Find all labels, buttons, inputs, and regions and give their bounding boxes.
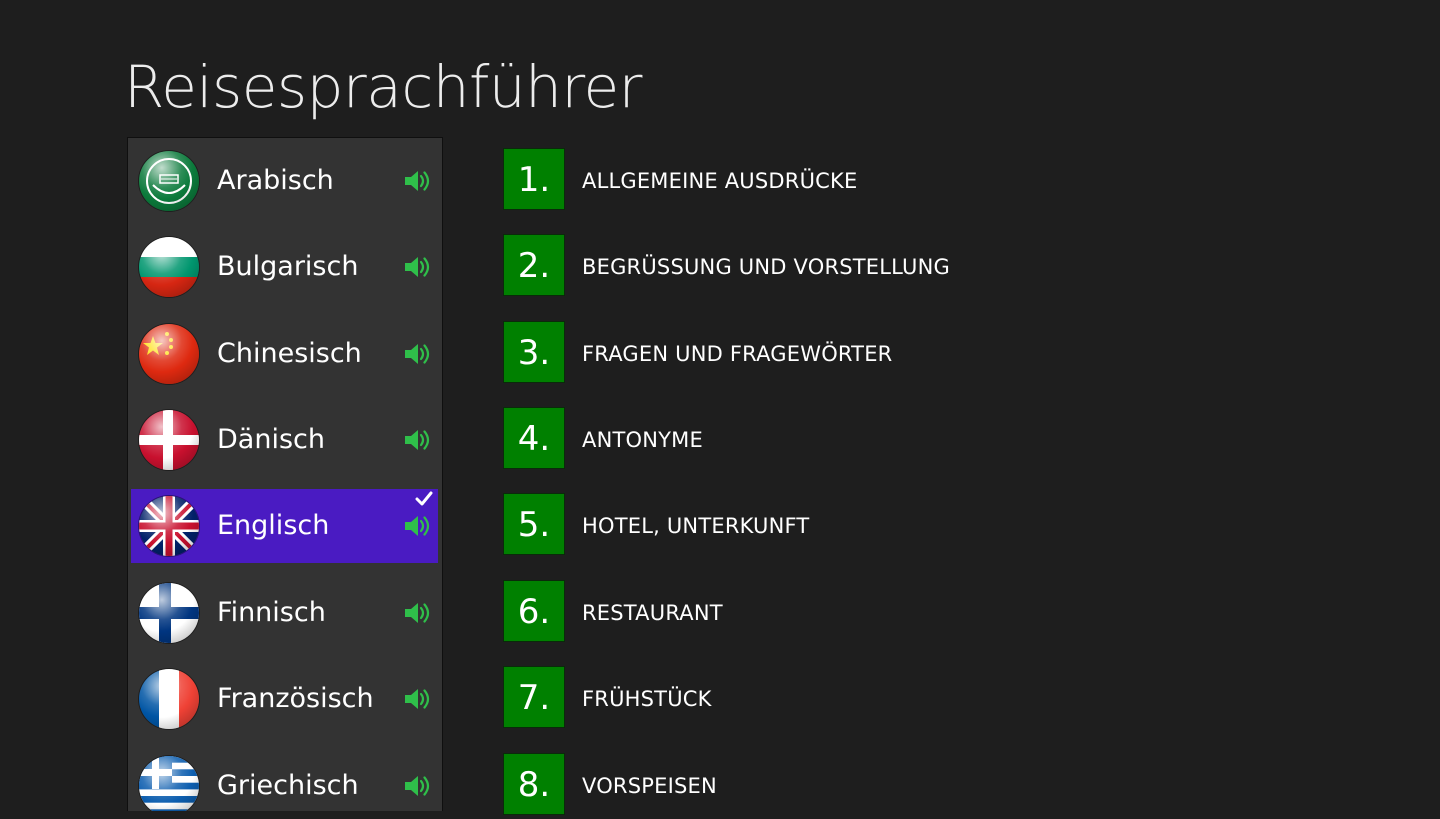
category-number-tile: 1. [503,148,565,210]
language-item-finnisch[interactable]: Finnisch [131,576,438,650]
language-item-englisch[interactable]: Englisch [131,489,438,563]
language-list[interactable]: Arabisch Bulgarisch [127,137,443,811]
speaker-icon[interactable] [401,339,431,369]
category-item[interactable]: 5. HOTEL, UNTERKUNFT [503,493,1103,555]
speaker-icon[interactable] [401,252,431,282]
category-number-tile: 7. [503,666,565,728]
china-flag-icon [139,324,199,384]
language-item-daenisch[interactable]: Dänisch [131,403,438,477]
speaker-icon[interactable] [401,684,431,714]
category-number-tile: 3. [503,321,565,383]
category-number-tile: 5. [503,493,565,555]
category-item[interactable]: 3. FRAGEN UND FRAGEWÖRTER [503,321,1103,383]
bulgaria-flag-icon [139,237,199,297]
category-number-tile: 2. [503,234,565,296]
page-title: Reisesprachführer [124,53,643,121]
category-number-tile: 6. [503,580,565,642]
language-label: Griechisch [217,770,359,801]
category-label: HOTEL, UNTERKUNFT [582,514,810,538]
speaker-icon[interactable] [401,598,431,628]
language-item-chinesisch[interactable]: Chinesisch [131,317,438,391]
language-label: Chinesisch [217,338,362,369]
language-label: Französisch [217,683,374,714]
category-item[interactable]: 8. VORSPEISEN [503,753,1103,815]
language-label: Englisch [217,510,330,541]
category-label: ALLGEMEINE AUSDRÜCKE [582,169,858,193]
category-label: BEGRÜSSUNG UND VORSTELLUNG [582,255,950,279]
uk-flag-icon [139,496,199,556]
language-item-franzoesisch[interactable]: Französisch [131,662,438,736]
category-item[interactable]: 4. ANTONYME [503,407,1103,469]
category-label: VORSPEISEN [582,774,717,798]
finland-flag-icon [139,583,199,643]
category-item[interactable]: 2. BEGRÜSSUNG UND VORSTELLUNG [503,234,1103,296]
language-label: Finnisch [217,597,326,628]
france-flag-icon [139,669,199,729]
language-item-arabisch[interactable]: Arabisch [131,144,438,218]
speaker-icon[interactable] [401,166,431,196]
speaker-icon[interactable] [401,771,431,801]
speaker-icon[interactable] [401,425,431,455]
category-label: ANTONYME [582,428,703,452]
arab-league-flag-icon [139,151,199,211]
category-number-tile: 8. [503,753,565,815]
greece-flag-icon [139,756,199,811]
category-item[interactable]: 7. FRÜHSTÜCK [503,666,1103,728]
language-label: Dänisch [217,424,325,455]
language-label: Arabisch [217,165,334,196]
category-number-tile: 4. [503,407,565,469]
language-label: Bulgarisch [217,251,359,282]
category-item[interactable]: 6. RESTAURANT [503,580,1103,642]
language-item-griechisch[interactable]: Griechisch [131,749,438,811]
denmark-flag-icon [139,410,199,470]
category-label: FRÜHSTÜCK [582,687,712,711]
checkmark-icon [415,491,433,506]
category-item[interactable]: 1. ALLGEMEINE AUSDRÜCKE [503,148,1103,210]
category-label: RESTAURANT [582,601,723,625]
speaker-icon[interactable] [401,511,431,541]
category-label: FRAGEN UND FRAGEWÖRTER [582,342,893,366]
language-item-bulgarisch[interactable]: Bulgarisch [131,230,438,304]
